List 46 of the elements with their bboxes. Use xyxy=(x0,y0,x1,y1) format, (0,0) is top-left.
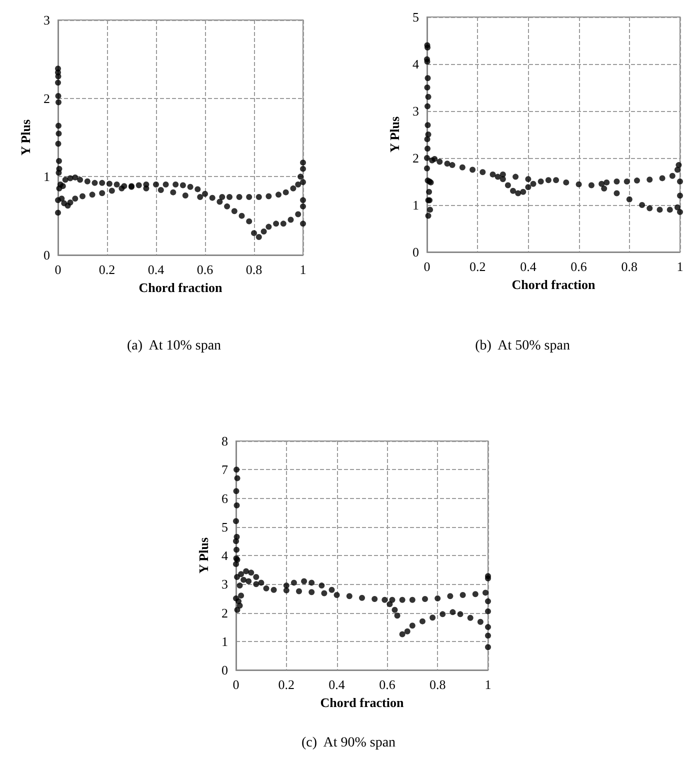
y-tick-label: 7 xyxy=(222,462,228,478)
x-tick-label: 0.4 xyxy=(148,262,165,277)
y-tick-label: 2 xyxy=(44,90,50,106)
x-tick-label: 0.8 xyxy=(621,259,638,274)
x-axis-title: Chord fraction xyxy=(512,276,596,292)
y-tick-label: 1 xyxy=(412,198,419,212)
text: (b) At 50% span xyxy=(475,338,570,354)
y-tick-label: 0 xyxy=(222,662,228,678)
x-tick-label: 0 xyxy=(54,262,62,277)
x-tick-label: 1 xyxy=(300,262,306,277)
x-tick-label: 0.4 xyxy=(328,677,346,692)
x-tick-label: 0.6 xyxy=(379,677,396,692)
y-tick-label: 0 xyxy=(44,248,50,262)
y-tick-label: 3 xyxy=(412,104,419,118)
y-axis-title: Y Plus xyxy=(196,538,211,574)
text: (a) At 10% span xyxy=(126,338,222,354)
x-tick-label: 1 xyxy=(484,677,492,692)
x-tick-label: 0.2 xyxy=(469,259,486,274)
x-tick-label: 0 xyxy=(424,259,430,274)
y-tick-label: 1 xyxy=(222,634,228,649)
y-tick-label: 1 xyxy=(44,169,50,184)
y-tick-label: 8 xyxy=(222,434,228,448)
y-tick-label: 3 xyxy=(222,576,228,592)
x-tick-label: 0.8 xyxy=(246,262,262,277)
y-tick-label: 0 xyxy=(412,244,419,260)
x-tick-label: 0.6 xyxy=(570,259,588,274)
y-tick-label: 3 xyxy=(44,12,50,28)
x-tick-label: 1 xyxy=(676,259,684,274)
y-tick-label: 4 xyxy=(222,548,228,563)
y-axis-title: Y Plus xyxy=(387,116,402,152)
y-tick-label: 6 xyxy=(222,490,228,506)
y-axis-title: Y Plus xyxy=(18,120,33,156)
x-tick-label: 0 xyxy=(232,677,240,692)
y-tick-label: 5 xyxy=(412,10,419,24)
text: (c) At 90% span xyxy=(301,736,396,750)
x-tick-label: 0.6 xyxy=(196,262,214,277)
y-tick-label: 2 xyxy=(412,150,419,166)
x-axis-title: Chord fraction xyxy=(138,280,223,295)
y-tick-label: 4 xyxy=(412,56,420,72)
x-tick-label: 0.8 xyxy=(429,677,446,692)
x-tick-label: 0.2 xyxy=(98,262,116,277)
x-tick-label: 0.4 xyxy=(520,259,537,274)
y-tick-label: 5 xyxy=(222,519,228,534)
x-axis-title: Chord fraction xyxy=(320,694,404,710)
y-tick-label: 2 xyxy=(222,605,228,620)
x-tick-label: 0.2 xyxy=(278,677,295,692)
